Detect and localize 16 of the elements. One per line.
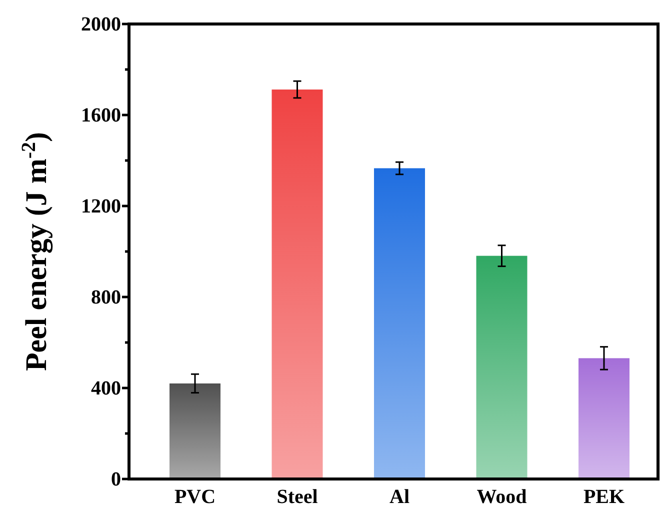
y-tick-label: 2000 — [81, 13, 121, 36]
bar — [170, 383, 220, 479]
bar — [272, 90, 323, 479]
y-tick-label: 400 — [91, 377, 121, 400]
x-tick-label: PVC — [174, 486, 216, 508]
bar — [476, 256, 528, 479]
y-tick-label: 800 — [91, 286, 121, 308]
x-tick-label: PEK — [583, 486, 625, 508]
x-tick-label: Al — [390, 486, 410, 508]
bar — [578, 358, 630, 479]
x-tick-label: Wood — [476, 486, 527, 508]
y-tick-label: 1600 — [81, 104, 121, 126]
y-tick-label: 1200 — [81, 195, 121, 218]
bar — [374, 168, 425, 479]
y-tick-label: 0 — [111, 468, 121, 490]
x-tick-label: Steel — [276, 486, 318, 508]
